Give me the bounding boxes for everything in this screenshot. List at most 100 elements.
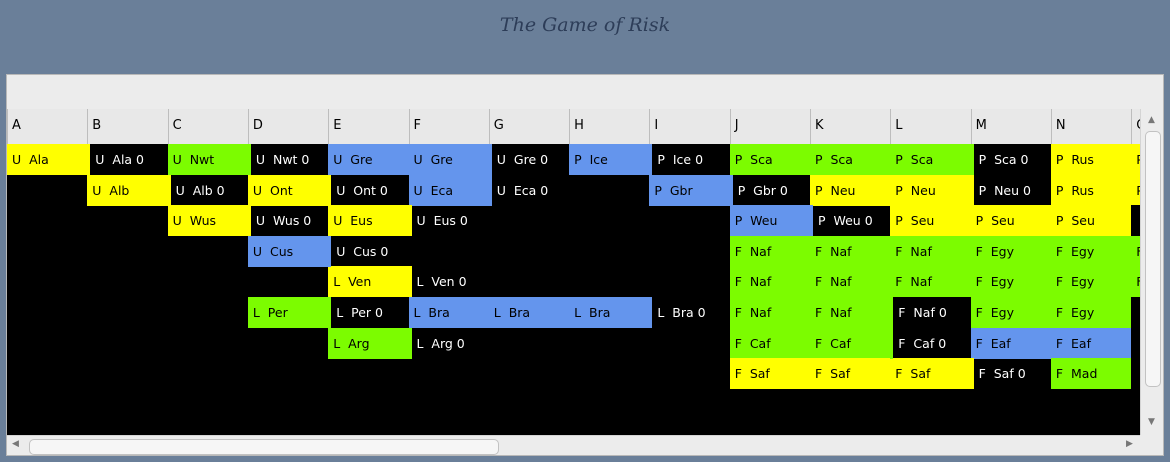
territory-cell[interactable]: P Ice 0 xyxy=(652,146,728,173)
territory-cell[interactable]: F Naf xyxy=(890,235,973,267)
territory-cell[interactable]: F Naf xyxy=(810,235,892,267)
territory-cell[interactable]: F xyxy=(1131,266,1140,298)
territory-cell[interactable]: P Weu 0 xyxy=(813,207,889,235)
territory-label: P Seu xyxy=(1055,213,1095,229)
territory-cell[interactable]: F Naf 0 xyxy=(893,299,969,326)
territory-cell[interactable]: F Eaf xyxy=(970,327,1053,359)
territory-cell[interactable]: U Wus 0 xyxy=(250,207,327,235)
territory-cell[interactable]: F Naf xyxy=(729,235,812,267)
territory-cell[interactable]: U Ala xyxy=(7,144,89,175)
territory-cell[interactable]: L Bra xyxy=(488,297,571,328)
territory-cell[interactable]: U Ont xyxy=(247,174,330,206)
territory-cell[interactable]: F Egy xyxy=(970,235,1053,267)
corner-marker xyxy=(890,297,894,328)
horizontal-scroll-thumb[interactable] xyxy=(29,439,499,455)
corner-marker xyxy=(649,144,653,175)
territory-cell[interactable]: P Rus xyxy=(1050,144,1133,175)
territory-cell[interactable]: F Saf 0 xyxy=(973,360,1049,388)
territory-cell[interactable]: F Caf xyxy=(810,327,892,359)
territory-cell[interactable]: P Sca 0 xyxy=(973,146,1049,173)
territory-cell[interactable]: U Nwt 0 xyxy=(250,146,327,173)
territory-cell[interactable]: F Egy xyxy=(1050,297,1133,328)
territory-cell[interactable]: U Gre xyxy=(328,144,411,175)
territory-cell[interactable]: U Eus 0 xyxy=(411,207,487,235)
territory-cell[interactable]: F Egy xyxy=(1050,235,1133,267)
territory-cell[interactable]: L Bra xyxy=(408,297,491,328)
territory-cell[interactable]: P Seu xyxy=(1050,205,1133,237)
territory-cell[interactable]: P Rus xyxy=(1050,174,1133,206)
vertical-scroll-thumb[interactable] xyxy=(1145,131,1161,387)
territory-cell[interactable]: F Egy xyxy=(1050,266,1133,298)
territory-cell[interactable]: F Saf xyxy=(810,358,892,390)
territory-cell[interactable] xyxy=(1131,327,1140,359)
territory-cell[interactable]: P Sca xyxy=(890,144,973,175)
territory-cell[interactable]: P xyxy=(1131,174,1140,206)
territory-cell[interactable]: U Wus xyxy=(167,205,250,237)
territory-cell[interactable]: L Ven 0 xyxy=(411,268,487,296)
territory-cell[interactable]: L Ven xyxy=(328,266,411,298)
territory-cell[interactable]: P Seu xyxy=(890,205,973,237)
scroll-up-icon[interactable]: ▲ xyxy=(1148,115,1155,125)
vertical-scrollbar[interactable]: ▲ ▼ xyxy=(1140,109,1163,435)
territory-cell[interactable]: P Seu xyxy=(970,205,1053,237)
territory-cell[interactable]: L Bra xyxy=(569,297,652,328)
territory-cell[interactable]: P Neu 0 xyxy=(973,176,1049,204)
territory-cell[interactable]: F Saf xyxy=(890,358,973,390)
territory-cell[interactable]: U Alb xyxy=(87,174,170,206)
territory-label: L Arg 0 xyxy=(416,335,465,351)
territory-cell[interactable]: F Eaf xyxy=(1050,327,1133,359)
territory-cell[interactable]: F Naf xyxy=(810,297,892,328)
scroll-left-icon[interactable]: ◀ xyxy=(12,439,19,449)
territory-cell[interactable]: L Arg xyxy=(328,327,411,359)
territory-cell[interactable]: U Gre 0 xyxy=(491,146,568,173)
territory-cell[interactable]: L Arg 0 xyxy=(411,329,487,357)
territory-cell[interactable]: P Neu xyxy=(890,174,973,206)
corner-marker xyxy=(328,174,332,206)
territory-cell[interactable]: F Naf xyxy=(810,266,892,298)
territory-cell[interactable]: P Gbr xyxy=(649,174,732,206)
territory-cell[interactable]: U Ala 0 xyxy=(90,146,166,173)
territory-cell[interactable]: P Sca xyxy=(729,144,812,175)
territory-cell[interactable]: F Mad xyxy=(1050,358,1133,390)
territory-cell[interactable]: F xyxy=(1131,235,1140,267)
territory-cell[interactable]: U Ont 0 xyxy=(331,176,407,204)
territory-label: F Mad xyxy=(1055,366,1098,382)
territory-cell[interactable]: U Alb 0 xyxy=(170,176,246,204)
territory-cell[interactable]: F Naf xyxy=(729,297,812,328)
territory-cell[interactable]: P xyxy=(1131,144,1140,175)
territory-label: P Sca xyxy=(815,152,853,167)
column-header-k: K xyxy=(810,109,891,144)
territory-cell[interactable] xyxy=(1131,297,1140,328)
territory-cell[interactable]: F Egy xyxy=(970,266,1053,298)
scroll-right-icon[interactable]: ▶ xyxy=(1126,439,1133,449)
territory-cell[interactable]: U Eus xyxy=(328,205,411,237)
territory-label: P Gbr xyxy=(654,182,693,198)
territory-cell[interactable]: F Naf xyxy=(890,266,973,298)
territory-cell[interactable]: U Cus 0 xyxy=(331,237,407,265)
territory-label: F Egy xyxy=(975,243,1014,259)
territory-cell[interactable]: P Sca xyxy=(810,144,892,175)
territory-cell[interactable]: U Cus xyxy=(247,235,330,267)
territory-cell[interactable]: P Weu xyxy=(729,205,812,237)
territory-cell[interactable]: U Nwt xyxy=(167,144,250,175)
horizontal-scrollbar[interactable]: ◀ ▶ xyxy=(7,435,1140,455)
territory-cell[interactable]: P Gbr 0 xyxy=(732,176,808,204)
column-header-i: I xyxy=(649,109,731,144)
territory-label: U Nwt xyxy=(172,152,215,167)
territory-cell[interactable]: F Egy xyxy=(970,297,1053,328)
territory-cell[interactable]: P Neu xyxy=(810,174,892,206)
territory-cell[interactable]: U Eca 0 xyxy=(491,176,568,204)
territory-cell[interactable]: L Per xyxy=(247,297,330,328)
territory-cell[interactable]: L Bra 0 xyxy=(652,299,728,326)
territory-cell[interactable]: U Gre xyxy=(408,144,491,175)
territory-cell[interactable]: U Eca xyxy=(408,174,491,206)
territory-cell[interactable] xyxy=(1131,358,1140,390)
territory-cell[interactable]: F Caf 0 xyxy=(893,329,969,357)
scroll-down-icon[interactable]: ▼ xyxy=(1148,417,1155,427)
territory-cell[interactable] xyxy=(1131,205,1140,237)
territory-cell[interactable]: P Ice xyxy=(569,144,652,175)
territory-cell[interactable]: F Naf xyxy=(729,266,812,298)
territory-cell[interactable]: L Per 0 xyxy=(331,299,407,326)
territory-cell[interactable]: F Caf xyxy=(729,327,812,359)
territory-cell[interactable]: F Saf xyxy=(729,358,812,390)
